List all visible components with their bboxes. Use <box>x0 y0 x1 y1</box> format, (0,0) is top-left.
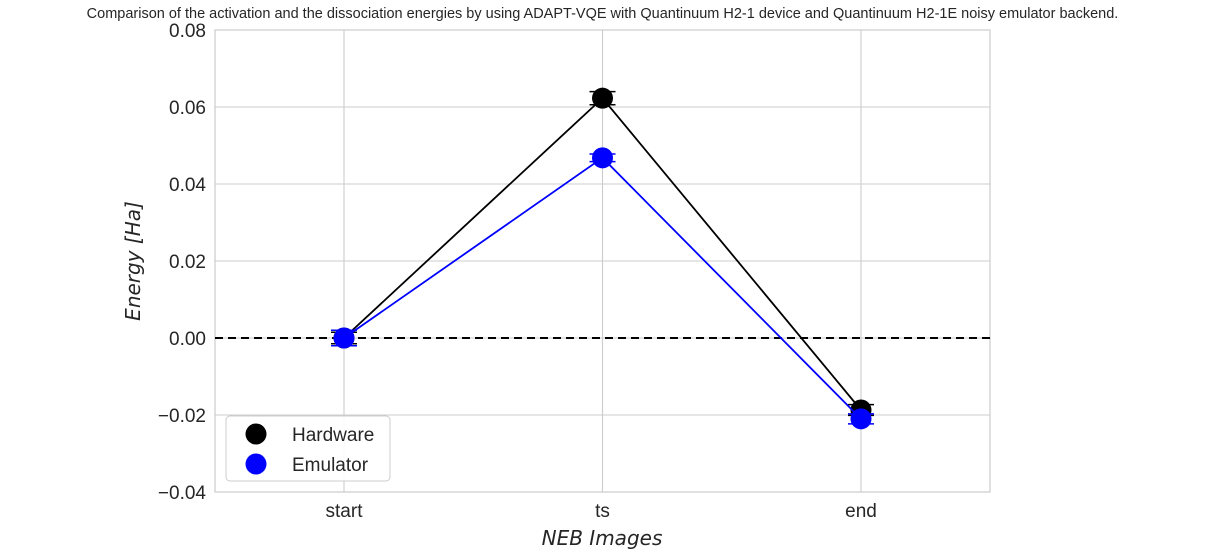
x-tick-label: start <box>326 501 364 522</box>
legend-marker-emulator <box>245 453 267 475</box>
legend-marker-hardware <box>245 423 267 445</box>
legend-label-emulator: Emulator <box>292 455 369 476</box>
data-point-marker <box>592 147 613 169</box>
y-tick-label: 0.04 <box>169 175 206 196</box>
y-tick-label: −0.02 <box>158 406 206 427</box>
legend-label-hardware: Hardware <box>292 425 374 446</box>
y-tick-label: 0.06 <box>169 98 206 119</box>
x-axis-ticks: start ts end <box>326 501 877 522</box>
legend-box <box>225 415 391 482</box>
y-tick-label: 0.00 <box>169 329 206 350</box>
y-axis-ticks: −0.04 −0.02 0.00 0.02 0.04 0.06 0.08 <box>158 21 207 504</box>
data-point-marker <box>333 327 355 349</box>
data-point-marker <box>850 408 872 430</box>
x-tick-label: end <box>845 501 877 522</box>
y-axis-label: Energy [Ha] <box>121 201 145 321</box>
legend: Hardware Emulator <box>225 415 391 482</box>
chart-title: Comparison of the activation and the dis… <box>86 6 1119 22</box>
x-tick-label: ts <box>595 501 610 522</box>
data-series <box>331 87 874 430</box>
y-tick-label: 0.08 <box>169 21 206 42</box>
x-axis-label: NEB Images <box>542 526 663 550</box>
data-point-marker <box>592 87 613 109</box>
y-tick-label: −0.04 <box>158 483 207 504</box>
y-tick-label: 0.02 <box>169 252 206 273</box>
plot-frame <box>214 29 991 493</box>
series-emulator <box>331 147 874 430</box>
